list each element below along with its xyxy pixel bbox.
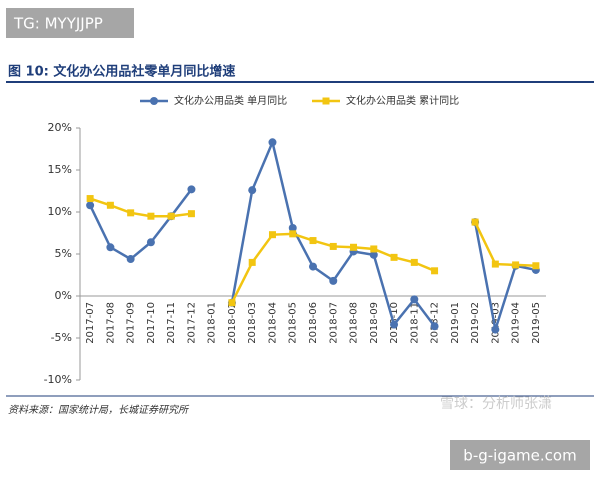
x-tick-label: 2019-02 <box>470 302 481 344</box>
point <box>309 237 317 245</box>
point <box>430 322 439 331</box>
source: 资料来源：国家统计局，长城证券研究所 <box>8 404 190 416</box>
x-tick-label: 2017-08 <box>105 302 116 344</box>
point <box>228 299 236 307</box>
point <box>309 262 317 271</box>
x-tick-label: 2019-01 <box>450 302 461 344</box>
x-tick-label: 2018-08 <box>349 302 360 344</box>
x-tick-label: 2019-04 <box>511 302 522 344</box>
x-tick-label: 2017-09 <box>126 302 137 344</box>
x-tick-label: 2017-11 <box>166 302 177 344</box>
point <box>512 261 520 269</box>
x-tick-label: 2018-02 <box>227 302 238 344</box>
point <box>288 223 297 232</box>
y-tick-label: -5% <box>51 331 72 344</box>
point <box>369 250 378 259</box>
legend-label: 文化办公用品类 单月同比 <box>174 94 287 107</box>
point <box>106 201 114 209</box>
point <box>431 267 439 275</box>
point <box>289 230 297 238</box>
x-tick-label: 2018-07 <box>328 302 339 344</box>
point <box>491 325 500 334</box>
point <box>350 243 358 251</box>
tag: TG: MYYJJPP <box>13 15 103 33</box>
chart-title: 图 10: 文化办公用品社零单月同比增速 <box>8 64 235 80</box>
series-line <box>89 188 193 261</box>
point <box>329 276 338 285</box>
point <box>471 218 479 226</box>
x-tick-label: 2017-10 <box>146 302 157 344</box>
series-line <box>89 197 192 218</box>
point <box>268 138 277 147</box>
point <box>532 262 540 270</box>
point <box>187 210 195 218</box>
x-tick-label: 2018-01 <box>207 302 218 344</box>
x-tick-label: 2019-03 <box>490 302 501 344</box>
point <box>410 258 418 266</box>
point <box>146 238 155 247</box>
legend-label: 文化办公用品类 累计同比 <box>346 94 459 107</box>
point <box>410 295 419 304</box>
x-tick-label: 2017-12 <box>186 302 197 344</box>
point <box>268 231 276 239</box>
point <box>248 258 256 266</box>
point <box>86 201 95 210</box>
y-tick-label: 5% <box>55 247 72 260</box>
point <box>86 195 94 203</box>
x-tick-label: 2018-05 <box>288 302 299 344</box>
point <box>390 320 399 329</box>
y-tick-label: 0% <box>55 289 72 302</box>
watermark: 雪球：分析师张潇 <box>440 396 552 412</box>
tag-box <box>6 8 134 38</box>
series-line <box>473 221 536 268</box>
point <box>167 212 175 220</box>
point <box>248 186 257 195</box>
legend-marker <box>322 97 330 105</box>
x-tick-label: 2018-11 <box>409 302 420 344</box>
y-tick-label: 10% <box>48 205 72 218</box>
badge: b-g-igame.com <box>463 447 576 465</box>
point <box>329 242 337 250</box>
x-tick-label: 2018-04 <box>267 302 278 344</box>
x-tick-label: 2018-06 <box>308 302 319 344</box>
point <box>390 253 398 261</box>
point <box>126 255 135 264</box>
y-tick-label: -10% <box>44 373 72 386</box>
x-tick-label: 2018-03 <box>247 302 258 344</box>
x-tick-label: 2018-09 <box>369 302 380 344</box>
badge-box <box>450 440 590 470</box>
series-line <box>473 221 537 330</box>
point <box>370 245 378 253</box>
point <box>491 260 499 268</box>
point <box>106 243 115 252</box>
point <box>127 209 135 217</box>
x-tick-label: 2017-07 <box>85 302 96 344</box>
point <box>147 212 155 220</box>
point <box>187 185 196 194</box>
x-tick-label: 2019-05 <box>531 302 542 344</box>
y-tick-label: 15% <box>48 163 72 176</box>
legend-marker <box>150 97 158 105</box>
series-line <box>230 138 436 328</box>
y-tick-label: 20% <box>48 121 72 134</box>
